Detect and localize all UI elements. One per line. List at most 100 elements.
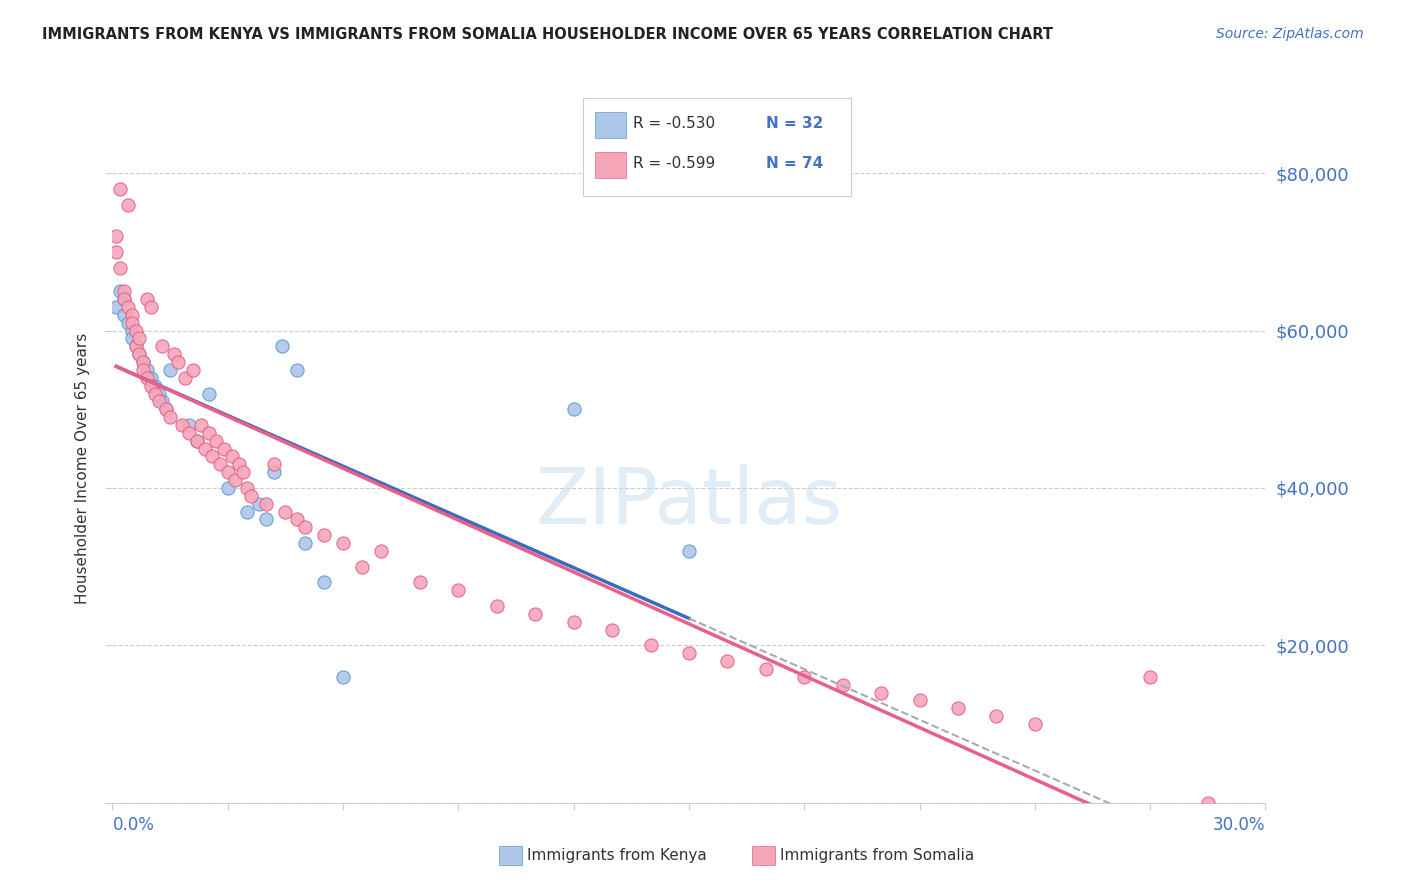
- Point: [105, 300, 128, 314]
- Point: [112, 292, 135, 306]
- Point: [155, 402, 177, 417]
- Point: [332, 670, 354, 684]
- Point: [166, 355, 188, 369]
- Point: [274, 505, 297, 519]
- Point: [121, 331, 143, 345]
- Point: [186, 434, 208, 448]
- Text: 0.0%: 0.0%: [112, 816, 155, 834]
- Point: [121, 308, 143, 322]
- Point: [562, 615, 585, 629]
- Point: [755, 662, 778, 676]
- Point: [170, 417, 193, 432]
- Point: [105, 229, 128, 244]
- Point: [640, 639, 662, 653]
- Point: [136, 292, 159, 306]
- Text: N = 32: N = 32: [766, 116, 824, 130]
- Point: [152, 394, 174, 409]
- Point: [236, 481, 259, 495]
- Point: [197, 425, 219, 440]
- Point: [143, 386, 166, 401]
- Point: [179, 417, 201, 432]
- Text: N = 74: N = 74: [766, 156, 824, 170]
- Point: [793, 670, 815, 684]
- Point: [112, 284, 135, 298]
- Point: [132, 355, 155, 369]
- Point: [194, 442, 217, 456]
- Text: Source: ZipAtlas.com: Source: ZipAtlas.com: [1216, 27, 1364, 41]
- Point: [197, 386, 219, 401]
- Point: [409, 575, 432, 590]
- Point: [254, 497, 277, 511]
- Point: [163, 347, 186, 361]
- Point: [152, 339, 174, 353]
- Point: [212, 442, 235, 456]
- Text: 30.0%: 30.0%: [1213, 816, 1265, 834]
- Point: [224, 473, 246, 487]
- Point: [132, 363, 155, 377]
- Point: [285, 512, 308, 526]
- Point: [124, 339, 146, 353]
- Point: [205, 434, 228, 448]
- Text: Immigrants from Kenya: Immigrants from Kenya: [527, 848, 707, 863]
- Point: [562, 402, 585, 417]
- Point: [128, 347, 150, 361]
- Point: [132, 355, 155, 369]
- Point: [108, 182, 131, 196]
- Point: [121, 324, 143, 338]
- Point: [148, 394, 170, 409]
- Point: [524, 607, 547, 621]
- Point: [139, 300, 162, 314]
- Point: [239, 489, 262, 503]
- Point: [124, 324, 146, 338]
- Point: [270, 339, 292, 353]
- Point: [159, 410, 181, 425]
- Point: [117, 197, 139, 211]
- Point: [1139, 670, 1161, 684]
- Point: [870, 685, 893, 699]
- Point: [312, 528, 335, 542]
- Point: [678, 544, 700, 558]
- Point: [221, 450, 243, 464]
- Y-axis label: Householder Income Over 65 years: Householder Income Over 65 years: [75, 333, 90, 604]
- Point: [148, 386, 170, 401]
- Text: ZIPatlas: ZIPatlas: [536, 464, 842, 540]
- Point: [124, 339, 146, 353]
- Point: [946, 701, 969, 715]
- Point: [485, 599, 508, 613]
- Point: [263, 465, 285, 479]
- Point: [352, 559, 374, 574]
- Point: [186, 434, 208, 448]
- Point: [117, 300, 139, 314]
- Point: [209, 458, 232, 472]
- Point: [294, 536, 316, 550]
- Point: [108, 260, 131, 275]
- Point: [228, 458, 250, 472]
- Point: [143, 378, 166, 392]
- Point: [600, 623, 623, 637]
- Point: [831, 678, 853, 692]
- Point: [136, 371, 159, 385]
- Point: [174, 371, 197, 385]
- Point: [678, 646, 700, 660]
- Point: [136, 363, 159, 377]
- Point: [217, 481, 239, 495]
- Point: [117, 316, 139, 330]
- Point: [155, 402, 177, 417]
- Point: [294, 520, 316, 534]
- Point: [332, 536, 354, 550]
- Point: [181, 363, 204, 377]
- Text: Immigrants from Somalia: Immigrants from Somalia: [780, 848, 974, 863]
- Point: [1024, 717, 1046, 731]
- Point: [908, 693, 931, 707]
- Point: [112, 308, 135, 322]
- Point: [236, 505, 259, 519]
- Point: [447, 583, 470, 598]
- Point: [716, 654, 738, 668]
- Point: [139, 378, 162, 392]
- Point: [1197, 796, 1219, 810]
- Point: [121, 316, 143, 330]
- Text: R = -0.530: R = -0.530: [633, 116, 714, 130]
- Point: [128, 347, 150, 361]
- Text: IMMIGRANTS FROM KENYA VS IMMIGRANTS FROM SOMALIA HOUSEHOLDER INCOME OVER 65 YEAR: IMMIGRANTS FROM KENYA VS IMMIGRANTS FROM…: [42, 27, 1053, 42]
- Point: [128, 331, 150, 345]
